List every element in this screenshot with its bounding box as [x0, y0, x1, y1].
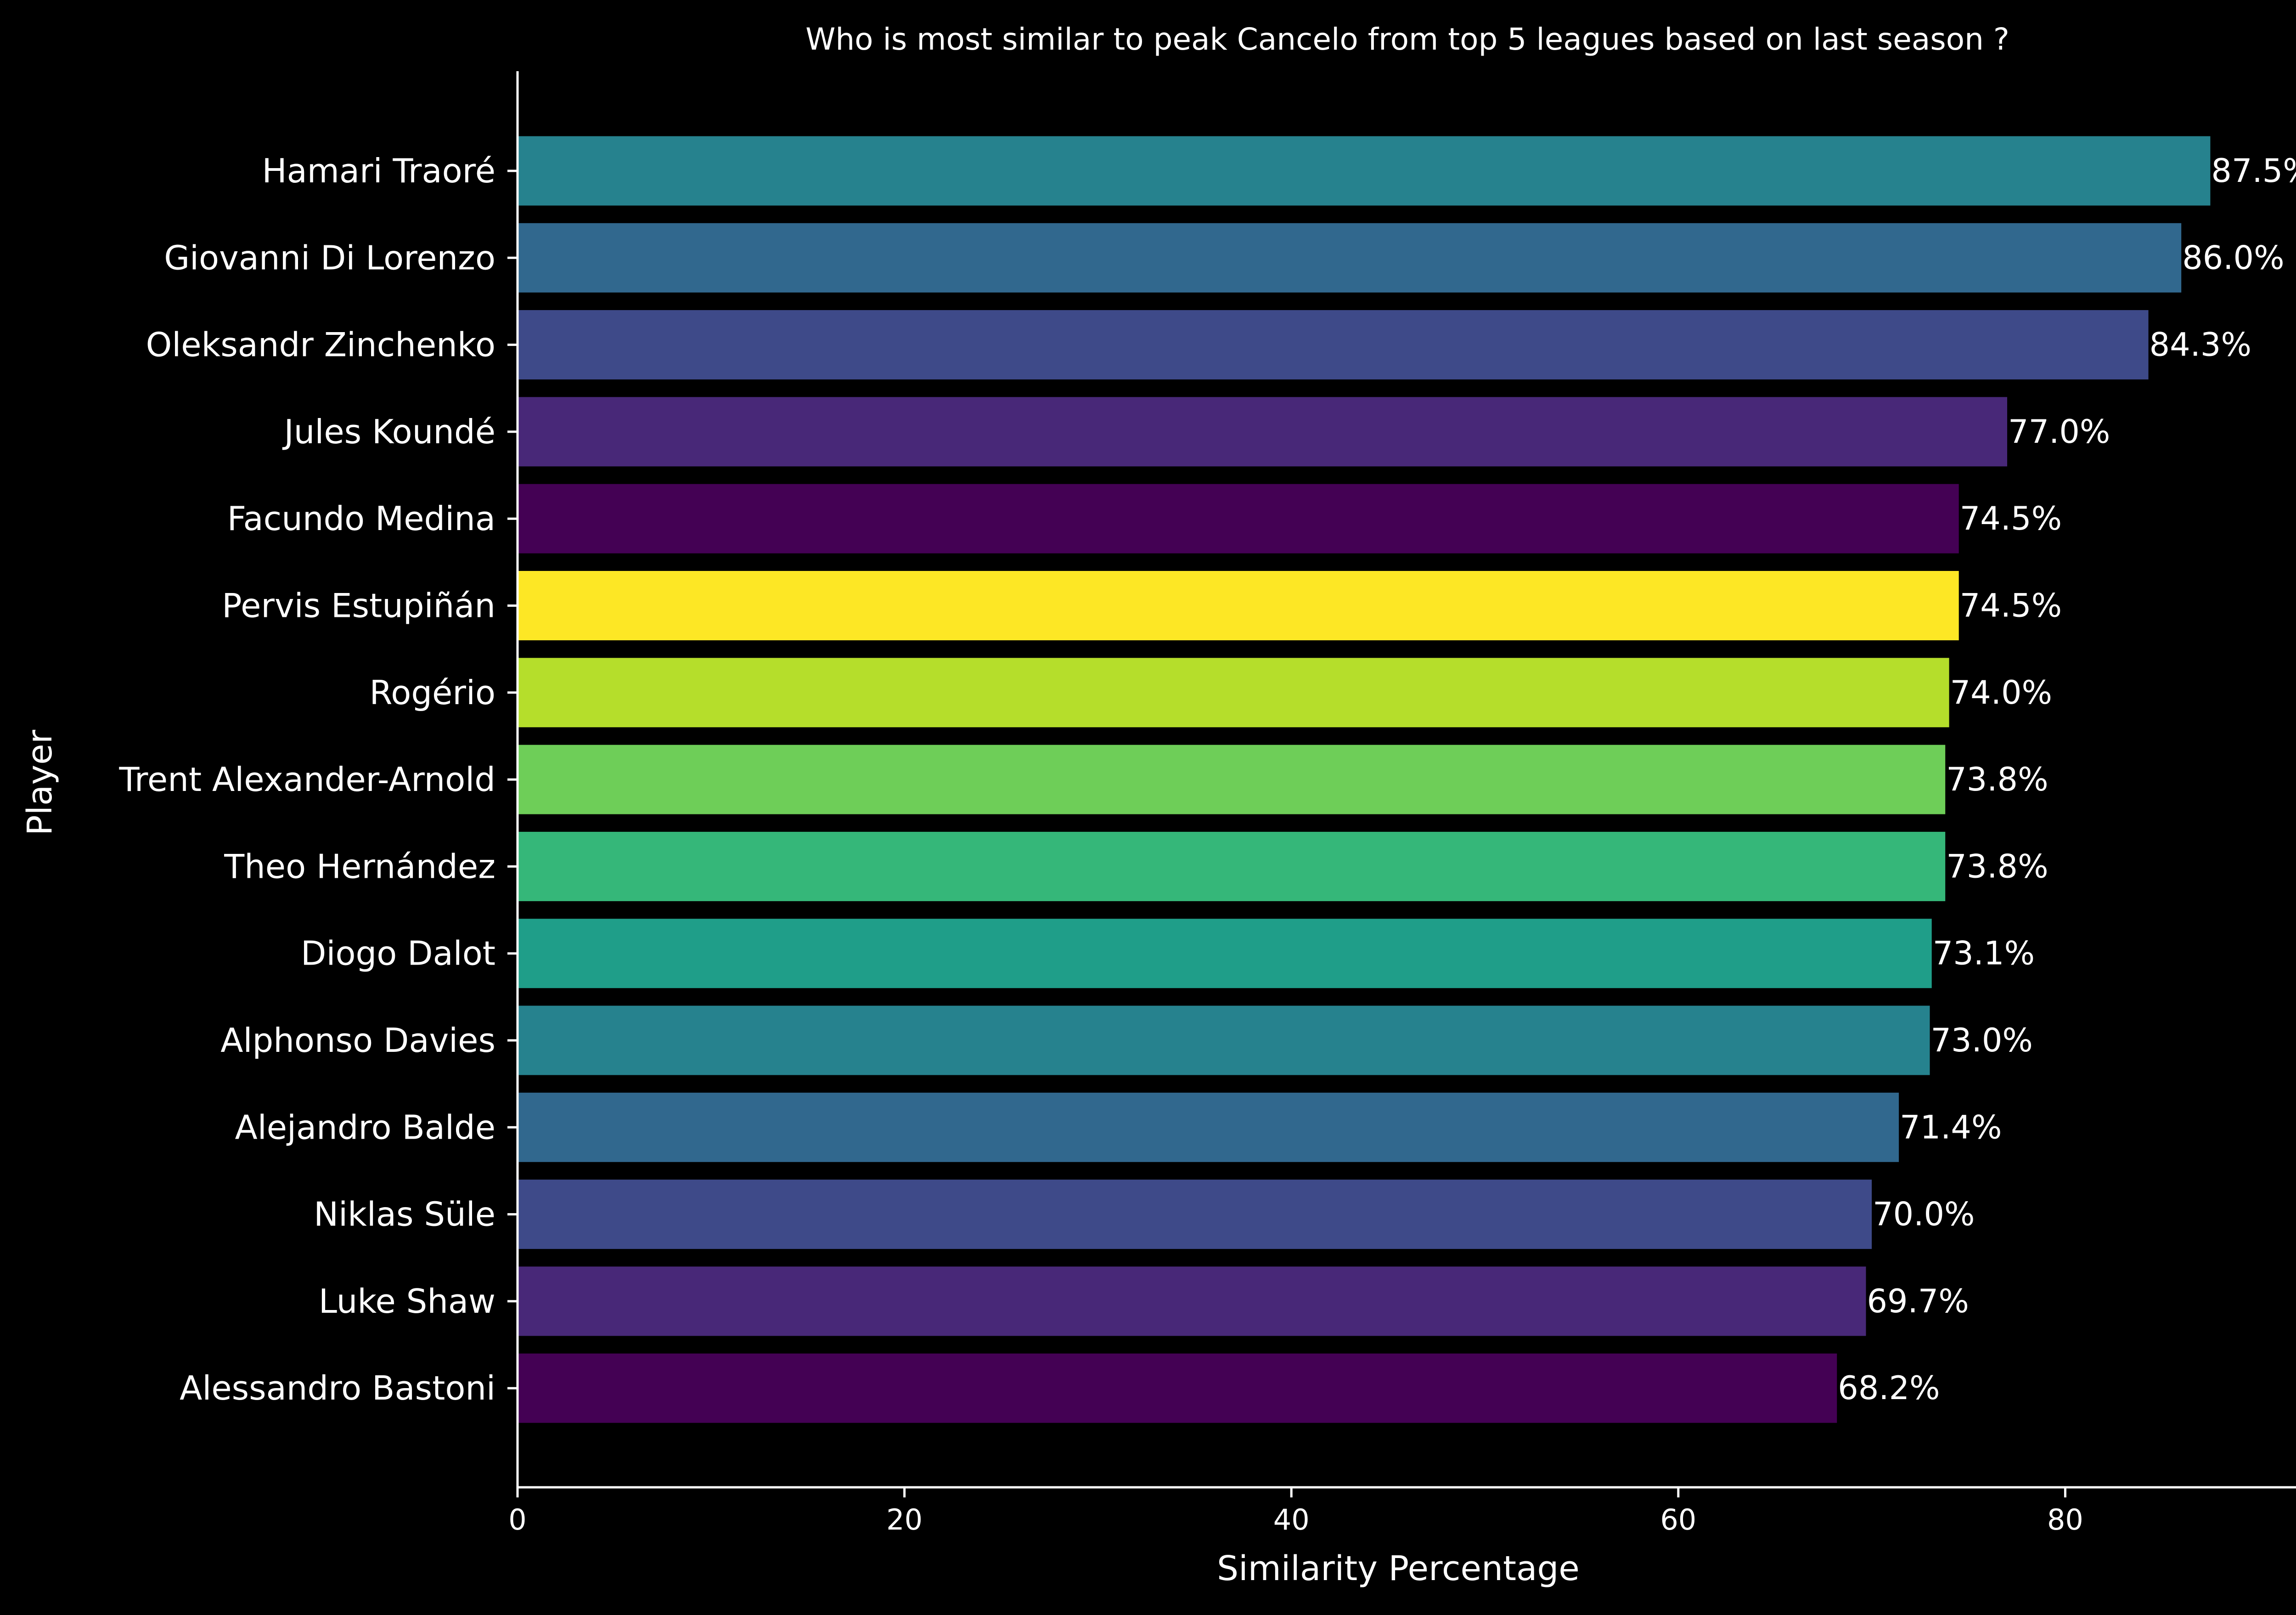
y-tick-label: Facundo Medina — [227, 499, 495, 538]
y-tick-label: Rogério — [370, 673, 496, 712]
y-tick-label: Pervis Estupiñán — [222, 587, 495, 625]
y-tick-label: Luke Shaw — [319, 1282, 495, 1321]
bar — [518, 1005, 1930, 1075]
bar — [518, 484, 1959, 553]
value-labels: 87.5% 86.0% 84.3% 77.0% 74.5% 74.5% 74.0% 73.8%… — [1838, 152, 2296, 1407]
y-tick-label: Jules Koundé — [282, 412, 495, 451]
bar — [518, 310, 2149, 380]
x-tick-label: 40 — [1273, 1503, 1310, 1536]
x-axis-ticks: 0 20 40 60 80 — [508, 1487, 2083, 1536]
data-label: 70.0% — [1873, 1196, 1975, 1233]
bar — [518, 1353, 1837, 1423]
x-tick-label: 20 — [886, 1503, 923, 1536]
data-label: 71.4% — [1900, 1108, 2002, 1146]
y-tick-label: Alessandro Bastoni — [180, 1369, 495, 1407]
bar — [518, 658, 1949, 728]
y-axis-title: Player — [20, 729, 60, 836]
bar — [518, 919, 1932, 988]
y-tick-label: Theo Hernández — [224, 847, 495, 886]
bar — [518, 223, 2182, 293]
x-axis-title: Similarity Percentage — [1217, 1549, 1580, 1588]
data-label: 68.2% — [1838, 1369, 1940, 1407]
data-label: 74.5% — [1960, 500, 2062, 537]
data-label: 73.8% — [1946, 761, 2048, 798]
bars-layer — [518, 136, 2211, 1423]
bar — [518, 1092, 1899, 1162]
data-label: 74.5% — [1960, 587, 2062, 625]
data-label: 74.0% — [1950, 674, 2052, 712]
bar — [518, 571, 1959, 640]
data-label: 84.3% — [2150, 326, 2251, 364]
bar — [518, 397, 2008, 467]
y-tick-label: Oleksandr Zinchenko — [146, 326, 495, 364]
y-tick-label: Niklas Süle — [314, 1195, 495, 1234]
y-tick-label: Giovanni Di Lorenzo — [164, 238, 495, 277]
bar — [518, 831, 1946, 901]
x-tick-label: 80 — [2047, 1503, 2083, 1536]
y-tick-label: Trent Alexander-Arnold — [119, 760, 496, 799]
data-label: 73.8% — [1946, 847, 2048, 885]
category-labels: Hamari Traoré Giovanni Di Lorenzo Oleksand… — [119, 152, 518, 1407]
x-tick-label: 60 — [1660, 1503, 1696, 1536]
bar — [518, 136, 2211, 206]
data-label: 73.0% — [1931, 1022, 2033, 1059]
data-label: 77.0% — [2008, 413, 2110, 451]
x-tick-label: 0 — [508, 1503, 526, 1536]
bar — [518, 1180, 1872, 1249]
data-label: 87.5% — [2211, 152, 2296, 190]
y-tick-label: Hamari Traoré — [262, 152, 496, 190]
y-tick-label: Alphonso Davies — [220, 1021, 495, 1060]
data-label: 69.7% — [1867, 1282, 1969, 1320]
bar — [518, 745, 1946, 814]
y-tick-label: Alejandro Balde — [235, 1108, 496, 1146]
chart-title: Who is most similar to peak Cancelo from… — [805, 22, 2009, 57]
data-label: 86.0% — [2182, 239, 2284, 277]
bar — [518, 1266, 1866, 1336]
y-tick-label: Diogo Dalot — [301, 934, 495, 973]
data-label: 73.1% — [1933, 935, 2035, 972]
